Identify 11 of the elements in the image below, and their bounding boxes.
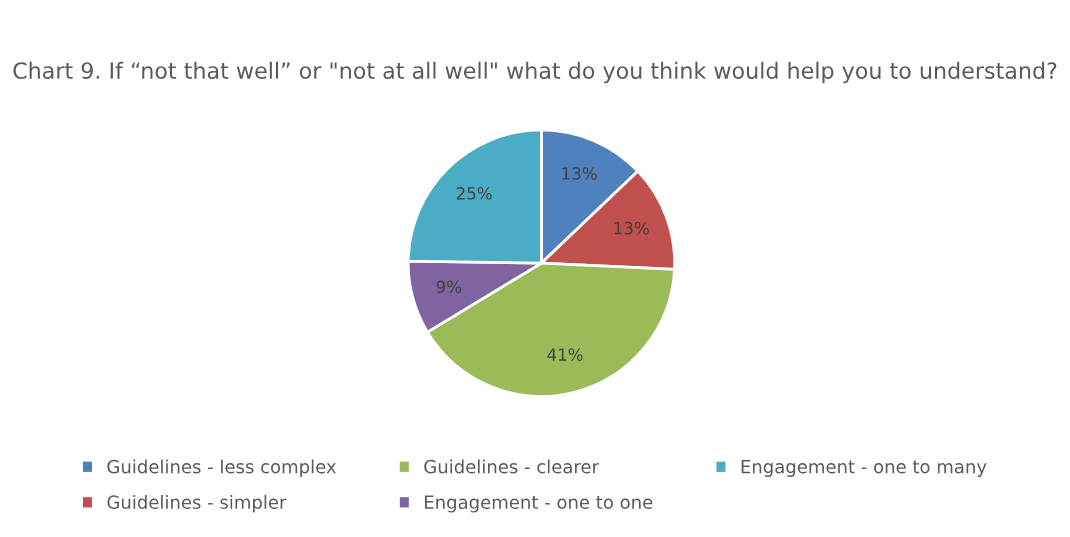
legend-label: Engagement - one to many [741, 460, 987, 477]
data-label: 9% [436, 280, 462, 294]
data-label: 13% [562, 167, 597, 180]
chart-title: Chart 9. If “not that well” or "not at all well" what do you think would help you to understand? [13, 61, 1057, 84]
legend-label: Engagement - one to one [425, 495, 653, 513]
legend-label: Guidelines - clearer [424, 459, 599, 474]
data-label: 41% [547, 348, 583, 361]
legend-label: Guidelines - less complex [107, 459, 337, 477]
data-label: 25% [456, 187, 492, 200]
data-label: 13% [614, 221, 649, 235]
legend-label: Guidelines - simpler [107, 495, 287, 513]
